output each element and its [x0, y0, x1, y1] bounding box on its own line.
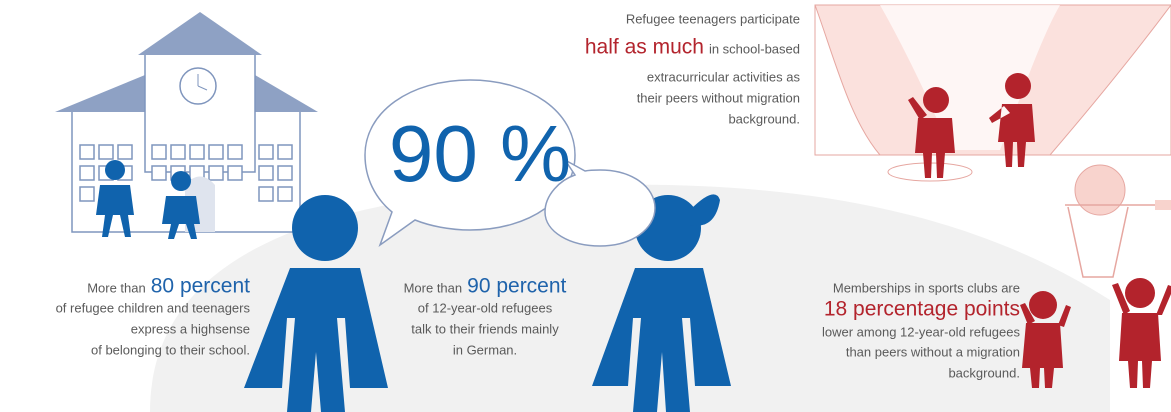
fact-intro: More than — [404, 280, 463, 295]
fact-line: background. — [948, 365, 1020, 380]
fact-line: extracurricular activities as — [647, 69, 801, 84]
stage-kids — [908, 73, 1035, 178]
sports-kids — [1020, 278, 1171, 388]
fact-line: lower among 12-year-old refugees — [822, 324, 1020, 339]
stage — [814, 4, 1171, 182]
fact-line: background. — [728, 111, 800, 126]
fact-highlight: 90 percent — [467, 275, 566, 298]
fact-intro: Memberships in sports clubs are — [833, 280, 1020, 295]
fact-line: of refugee children and teenagers — [56, 300, 251, 315]
fact-line: their peers without migration — [637, 90, 800, 105]
fact-line: talk to their friends mainly — [411, 321, 559, 336]
fact-highlight: half as much — [585, 36, 704, 59]
fact-highlight: 80 percent — [151, 275, 250, 298]
speech-bubble-text: 90 % — [389, 109, 571, 198]
fact-line: of belonging to their school. — [91, 342, 250, 357]
fact-intro: Refugee teenagers participate — [626, 11, 800, 26]
fact-line: in German. — [453, 342, 517, 357]
fact-highlight: 18 percentage points — [824, 298, 1020, 321]
fact-line: express a highsense — [131, 321, 250, 336]
fact-line: than peers without a migration — [846, 344, 1020, 359]
fact-line: of 12-year-old refugees — [418, 300, 553, 315]
fact-highlight-tail: in school-based — [709, 41, 800, 56]
fact-intro: More than — [87, 280, 146, 295]
small-kids — [96, 160, 200, 239]
boy — [244, 195, 388, 412]
basketball-hoop — [1065, 164, 1171, 278]
speech-bubbles — [364, 79, 656, 248]
